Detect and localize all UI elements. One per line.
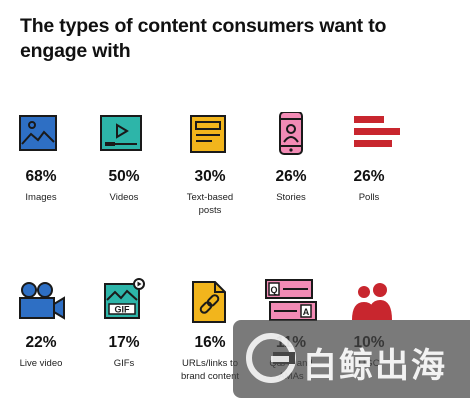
icon-text-gif: GIF: [115, 305, 131, 315]
video-camera-icon-graphic: [19, 282, 65, 320]
stat-label: Stories: [248, 192, 334, 205]
people-icon-graphic: [352, 283, 392, 320]
stat-label-line: Images: [25, 192, 57, 203]
icon-text-q: Q: [270, 285, 277, 295]
video-camera-icon: [0, 278, 84, 322]
stat-percent: 26%: [275, 168, 307, 185]
gif-icon-graphic: GIF: [104, 278, 145, 319]
stat-label-line: brand content: [180, 370, 240, 382]
stat-label: Live video: [0, 358, 84, 371]
stat-label: Videos: [81, 192, 167, 205]
stat-label: Text-based posts: [167, 192, 253, 217]
stat-percent: 22%: [25, 334, 57, 351]
stat-label-line: Text-based: [186, 192, 234, 203]
stat-label-line: Polls: [358, 192, 380, 203]
text-post-icon: [167, 112, 253, 156]
poll-icon: [326, 112, 412, 156]
stat-label-line: Stories: [276, 192, 306, 203]
stat-label: Polls: [326, 192, 412, 205]
stat-percent: 50%: [108, 168, 140, 185]
video-icon-graphic: [100, 115, 142, 151]
stat-label: URLs/links to brand content: [167, 358, 253, 383]
stat-label-line: Videos: [109, 192, 139, 203]
poll-icon-graphic: [354, 116, 400, 147]
stat-label: Images: [0, 192, 84, 205]
watermark: 白鲸出海: [233, 320, 470, 398]
text-post-icon-graphic: [190, 115, 226, 153]
icon-text-a: A: [303, 307, 310, 317]
stat-percent: 16%: [194, 334, 226, 351]
stat-label-line: posts: [198, 204, 222, 216]
people-icon: [326, 278, 412, 322]
phone-story-icon-graphic: [279, 112, 303, 155]
stat-label-line: URLs/links to: [182, 358, 238, 369]
phone-story-icon: [248, 112, 334, 156]
stat-percent: 26%: [353, 168, 385, 185]
gif-icon: GIF: [81, 278, 167, 322]
stat-percent: 17%: [108, 334, 140, 351]
video-icon: [81, 112, 167, 156]
link-document-icon-graphic: [192, 281, 226, 323]
stat-percent: 68%: [25, 168, 57, 185]
stat-label-line: Live video: [19, 358, 63, 369]
stat-label-line: GIFs: [113, 358, 135, 369]
watermark-logo-icon: [246, 333, 296, 383]
image-icon: [0, 112, 84, 156]
stat-label: GIFs: [81, 358, 167, 371]
page-title: The types of content consumers want to e…: [20, 15, 387, 62]
watermark-text: 白鲸出海: [303, 347, 447, 385]
qa-bubbles-icon-graphic: QA: [265, 279, 317, 321]
stat-percent: 30%: [194, 168, 226, 185]
link-document-icon: [167, 278, 253, 323]
image-icon-graphic: [19, 115, 57, 151]
